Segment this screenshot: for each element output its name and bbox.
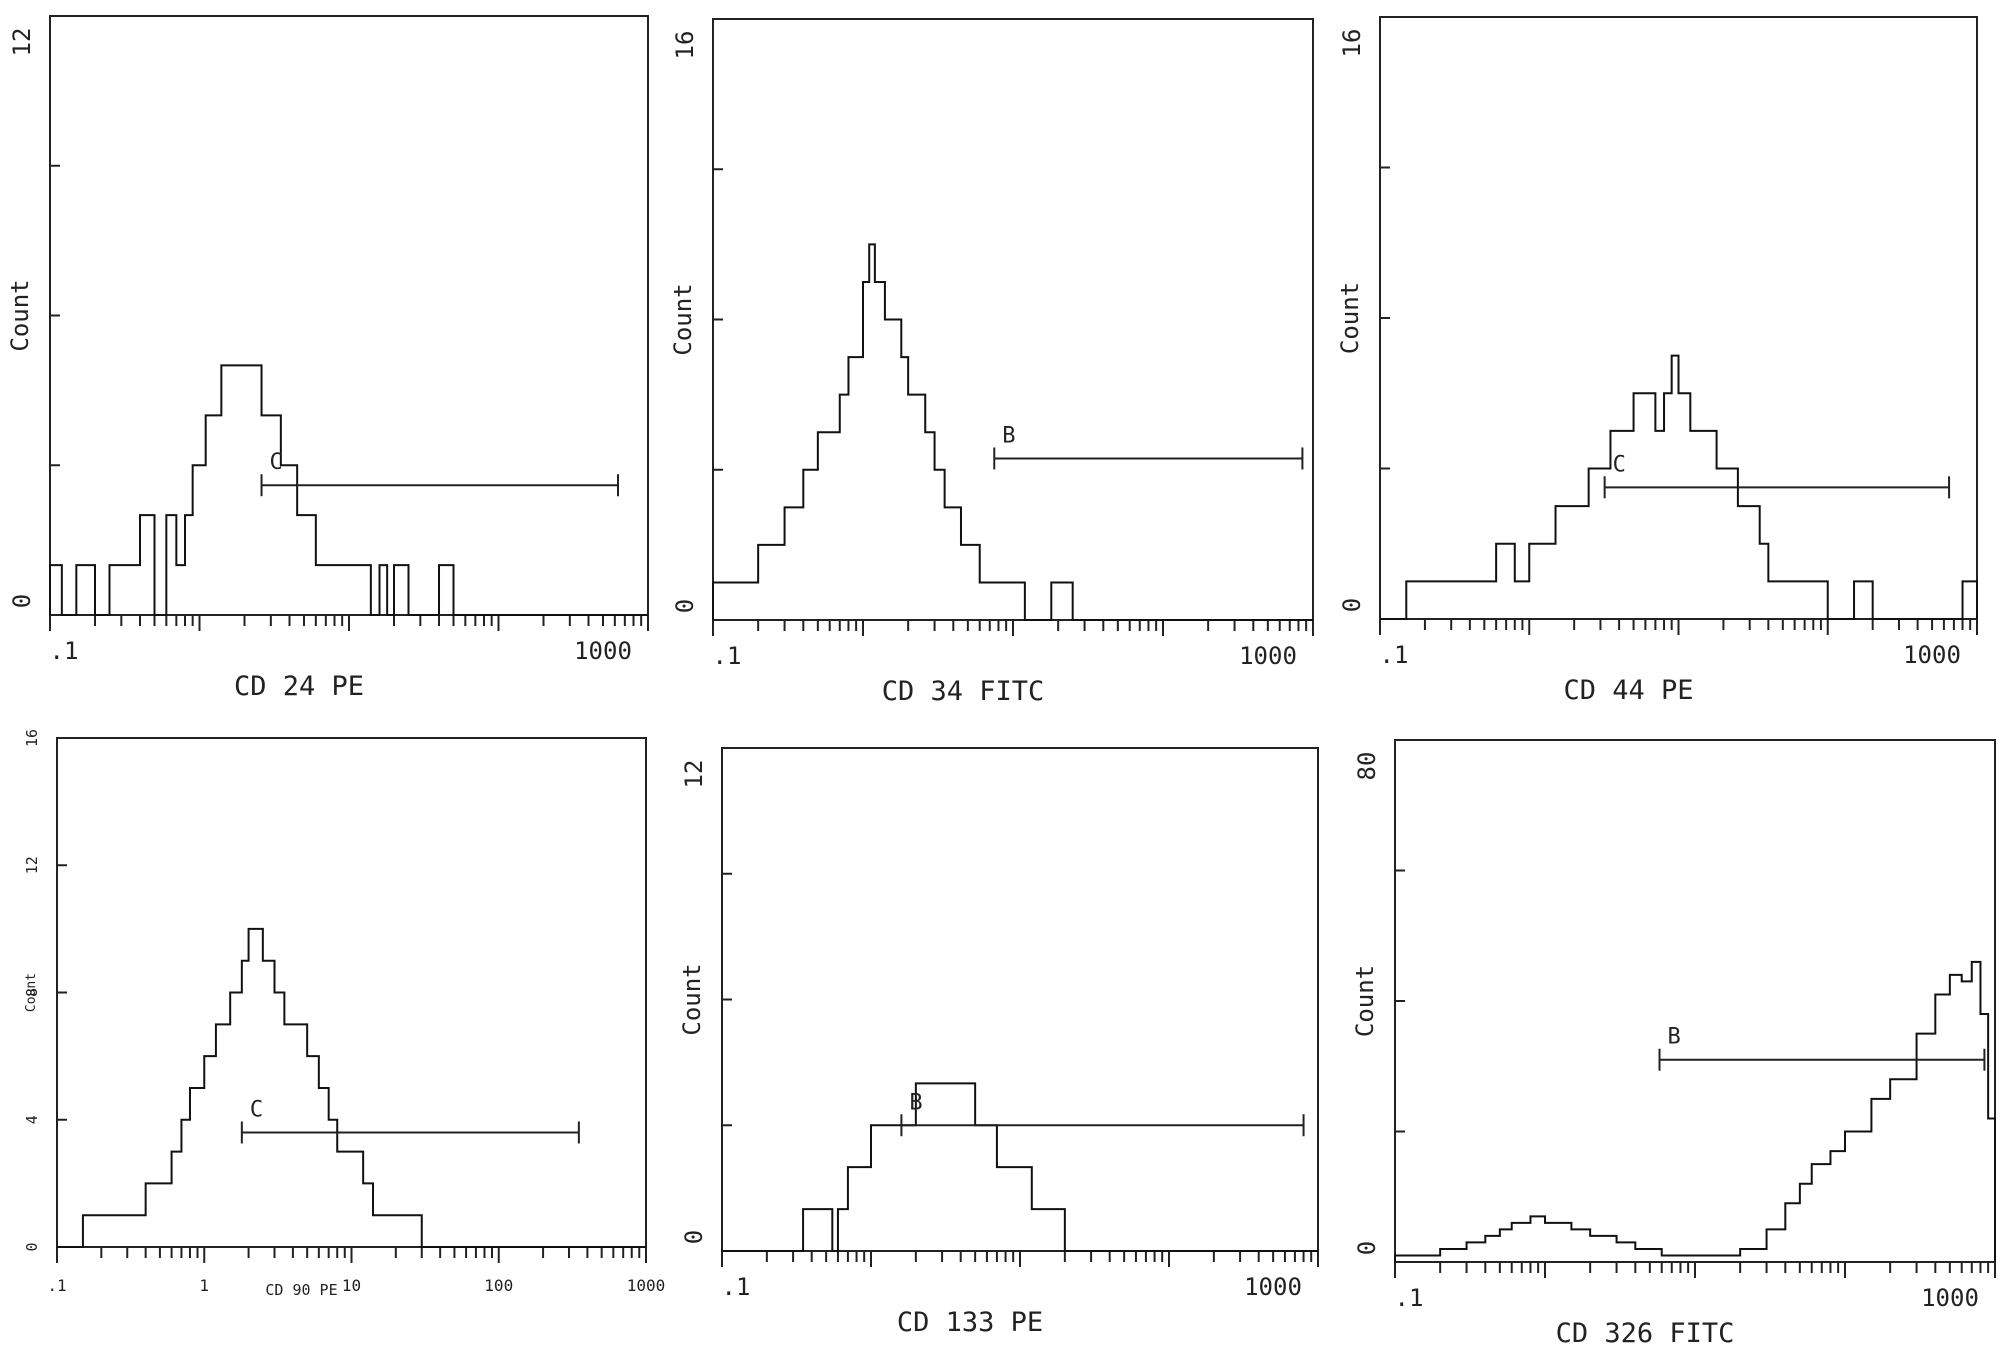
y-axis-label: Count (678, 963, 706, 1035)
y-axis-label: Count (24, 973, 39, 1012)
histogram-line (49, 364, 648, 616)
y-tick-label: 12 (680, 760, 708, 789)
gate-label: C (1613, 452, 1626, 477)
x-axis-ticks (1379, 619, 1978, 635)
y-axis-ticks (57, 864, 67, 1121)
y-axis-label: Count (1351, 965, 1379, 1037)
y-tick-label: 16 (671, 31, 699, 60)
y-tick-label: 0 (680, 1230, 708, 1244)
x-axis-label: CD 133 PE (897, 1307, 1043, 1338)
x-tick-label: .1 (50, 637, 79, 665)
x-tick-label: 1000 (1239, 642, 1297, 670)
y-tick-label: 12 (8, 28, 36, 57)
y-axis-label: Count (6, 279, 34, 351)
chart-panel-6: B .1 1000 0 80 Count CD 326 FITC (1351, 739, 1996, 1349)
gate-label: B (1002, 423, 1015, 448)
y-axis-ticks (713, 168, 723, 471)
x-tick-label: 1000 (1244, 1273, 1302, 1301)
plot-frame (56, 737, 647, 1248)
x-axis-label: CD 44 PE (1563, 675, 1693, 706)
histogram-line (722, 1082, 1318, 1252)
y-tick-label: 0 (671, 599, 699, 613)
gate-label: B (909, 1090, 922, 1115)
chart-panel-3: C .1 1000 0 16 Count CD 44 PE (1336, 16, 1978, 706)
plot-frame (1379, 16, 1978, 620)
gate-label: C (270, 450, 283, 475)
x-tick-label: .1 (722, 1273, 751, 1301)
chart-panel-1: C .1 1000 0 12 Count CD 24 PE (6, 15, 649, 702)
x-axis-ticks (49, 615, 649, 631)
chart-panel-4: C .1 1 10 100 1000 0 4 8 12 16 Count CD 90 PE (23, 729, 665, 1299)
y-tick-label: 12 (23, 856, 41, 874)
y-axis-label: Count (669, 283, 697, 355)
x-axis-label: CD 34 FITC (882, 676, 1045, 707)
x-axis-label: CD 326 FITC (1556, 1318, 1735, 1349)
histogram-line (57, 927, 646, 1248)
y-axis-label: Count (1336, 282, 1364, 354)
y-tick-label: 0 (1338, 598, 1366, 612)
y-tick-label: 0 (23, 1242, 41, 1251)
x-tick-label: 1000 (574, 637, 632, 665)
histogram-line (1394, 960, 1996, 1262)
y-axis-ticks (722, 872, 732, 1127)
x-axis-ticks (56, 1247, 647, 1263)
y-tick-label: 0 (1353, 1241, 1381, 1255)
chart-panel-2: B .1 1000 0 16 Count CD 34 FITC (669, 18, 1314, 707)
plot-frame (1394, 739, 1996, 1263)
y-tick-label: 0 (8, 594, 36, 608)
x-tick-label: .1 (1380, 641, 1409, 669)
x-tick-label: .1 (1395, 1284, 1424, 1312)
x-tick-label: 100 (484, 1276, 513, 1295)
y-tick-label: 16 (23, 729, 41, 747)
x-axis-ticks (721, 1251, 1319, 1267)
chart-panel-5: B .1 1000 0 12 Count CD 133 PE (678, 747, 1319, 1338)
x-tick-label: 1000 (627, 1276, 666, 1295)
plot-frame (712, 18, 1314, 621)
y-tick-label: 16 (1338, 29, 1366, 58)
x-tick-label: 1 (199, 1276, 209, 1295)
x-tick-label: 10 (342, 1276, 361, 1295)
y-axis-ticks (50, 164, 60, 467)
y-axis-ticks (1395, 869, 1405, 1133)
x-tick-label: .1 (713, 642, 742, 670)
x-axis-ticks (1394, 1262, 1996, 1278)
histogram-line (712, 243, 1313, 621)
plot-frame (721, 747, 1319, 1252)
x-tick-label: 1000 (1903, 641, 1961, 669)
x-tick-label: 1000 (1921, 1284, 1979, 1312)
y-tick-label: 80 (1353, 752, 1381, 781)
x-axis-label: CD 90 PE (265, 1281, 337, 1299)
gate-label: C (250, 1097, 263, 1122)
gate-label: B (1668, 1025, 1681, 1050)
x-axis-label: CD 24 PE (234, 671, 364, 702)
x-axis-ticks (712, 620, 1314, 636)
y-tick-label: 8 (23, 988, 41, 997)
y-axis-ticks (1380, 166, 1390, 470)
histogram-line (1380, 354, 1978, 620)
y-tick-label: 4 (23, 1115, 41, 1124)
x-tick-label: .1 (47, 1276, 66, 1295)
